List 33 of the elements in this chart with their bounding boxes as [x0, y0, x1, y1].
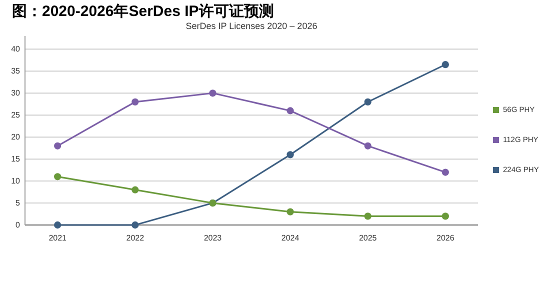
- x-tick-label: 2024: [281, 234, 300, 243]
- x-tick-label: 2021: [48, 234, 68, 243]
- chart-title: 图：2020-2026年SerDes IP许可证预测: [12, 3, 274, 20]
- y-tick-label: 30: [11, 88, 21, 98]
- y-tick-label: 10: [11, 176, 21, 186]
- point: [364, 142, 372, 150]
- y-tick-label: 15: [11, 154, 21, 164]
- point: [442, 212, 449, 220]
- point: [286, 107, 294, 114]
- chart-subtitle: SerDes IP Licenses 2020 – 2026: [186, 21, 318, 31]
- point: [132, 98, 139, 106]
- point: [54, 173, 62, 180]
- y-tick-label: 40: [11, 44, 21, 54]
- point: [442, 61, 449, 68]
- y-tick-label: 25: [11, 110, 21, 120]
- point: [364, 212, 372, 220]
- point: [364, 98, 372, 106]
- y-tick-label: 35: [11, 66, 21, 76]
- point: [286, 208, 294, 216]
- x-tick-label: 2025: [358, 234, 378, 243]
- point: [442, 168, 449, 176]
- point: [286, 151, 294, 158]
- x-tick-label: 2023: [204, 234, 222, 243]
- y-tick-label: 0: [16, 220, 21, 230]
- x-tick-label: 2026: [436, 234, 455, 243]
- point: [54, 142, 62, 150]
- point: [209, 90, 216, 97]
- point: [132, 221, 139, 229]
- x-tick-label: 2022: [126, 234, 145, 243]
- point: [132, 186, 139, 194]
- point: [54, 221, 62, 229]
- y-tick-label: 20: [11, 132, 21, 142]
- y-tick-label: 5: [16, 198, 21, 208]
